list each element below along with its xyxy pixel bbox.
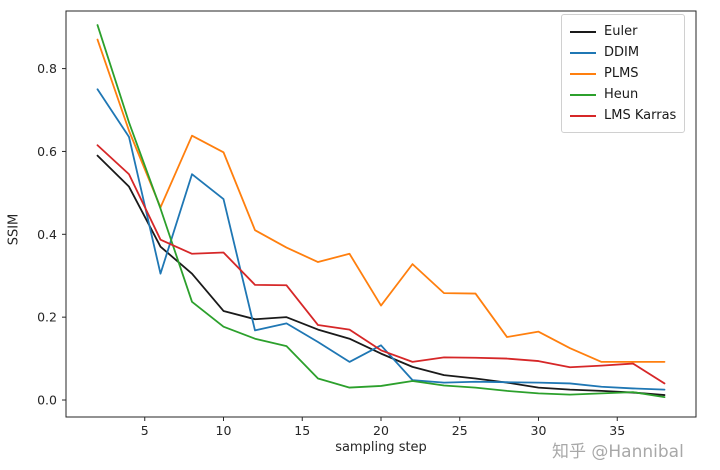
series-line-plms (96, 38, 666, 363)
x-tick-label: 15 (294, 423, 310, 438)
y-tick-label: 0.8 (37, 61, 57, 76)
legend-label: PLMS (604, 66, 639, 81)
y-tick-label: 0.0 (37, 393, 57, 408)
legend: Euler DDIM PLMS Heun LMS Karras (561, 14, 685, 133)
x-tick-label: 10 (216, 423, 232, 438)
legend-label: Heun (604, 87, 639, 102)
watermark: 知乎 @Hannibal (552, 442, 684, 462)
y-tick-label: 0.4 (37, 227, 57, 242)
y-tick-label: 0.6 (37, 144, 57, 159)
legend-item-euler: Euler (570, 21, 676, 42)
x-tick-label: 20 (373, 423, 389, 438)
x-tick-label: 30 (531, 423, 547, 438)
x-axis-label: sampling step (335, 440, 427, 455)
legend-item-lms-karras: LMS Karras (570, 105, 676, 126)
series-line-euler (96, 154, 666, 396)
series-line-heun (96, 24, 666, 399)
x-tick-label: 5 (141, 423, 149, 438)
legend-line-sample (570, 51, 596, 54)
legend-item-plms: PLMS (570, 63, 676, 84)
legend-line-sample (570, 30, 596, 33)
series-line-lms-karras (96, 144, 666, 385)
legend-item-ddim: DDIM (570, 42, 676, 63)
x-tick-label: 25 (452, 423, 468, 438)
x-tick-label: 35 (609, 423, 625, 438)
legend-line-sample (570, 93, 596, 96)
y-axis-label: SSIM (6, 213, 22, 246)
y-tick-label: 0.2 (37, 310, 57, 325)
legend-label: LMS Karras (604, 108, 677, 123)
series-line-ddim (96, 88, 666, 391)
legend-label: DDIM (604, 45, 640, 60)
legend-item-heun: Heun (570, 84, 676, 105)
legend-line-sample (570, 114, 596, 117)
legend-line-sample (570, 72, 596, 75)
legend-label: Euler (604, 24, 638, 39)
